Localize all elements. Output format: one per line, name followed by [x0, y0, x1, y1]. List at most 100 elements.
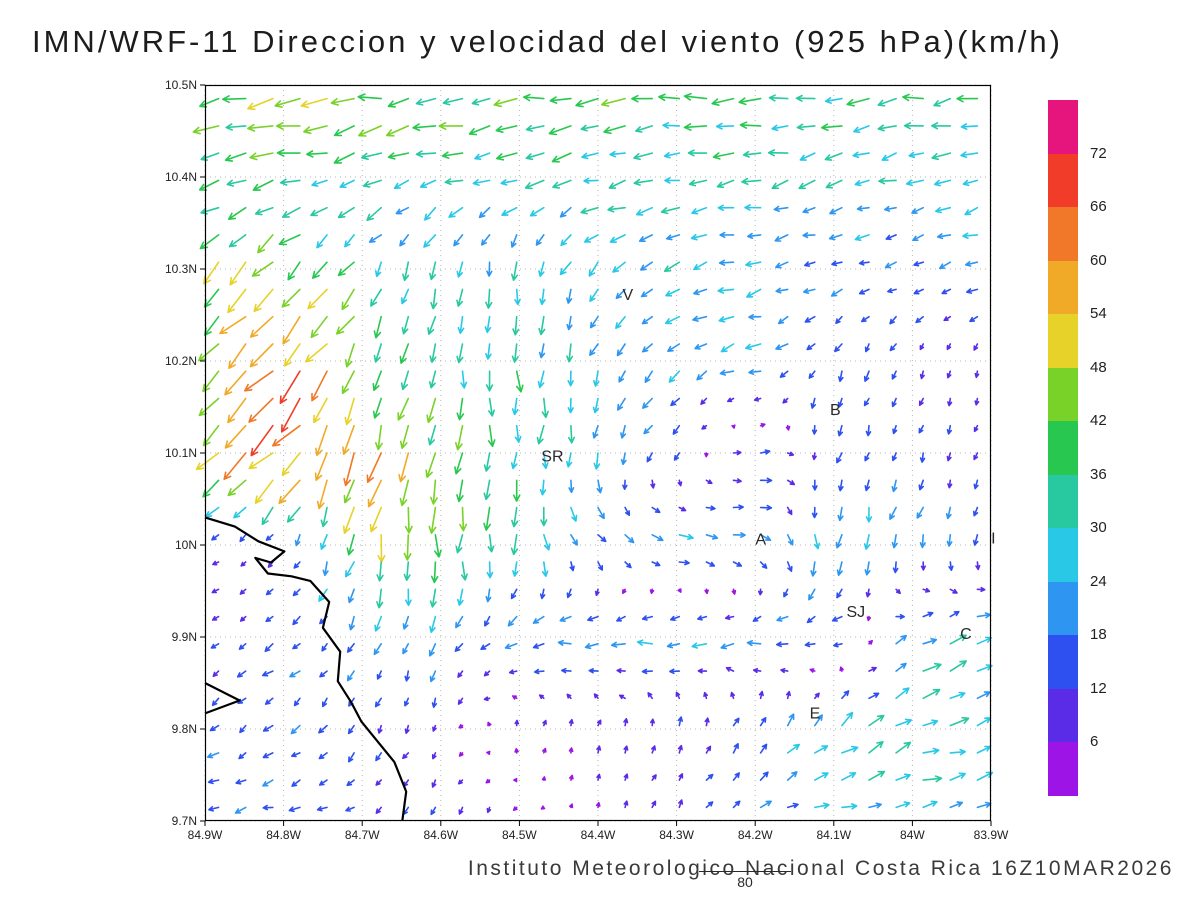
wind-vector-arrow [337, 261, 355, 277]
wind-vector-arrow [705, 479, 713, 485]
wind-vector-arrow [705, 561, 716, 567]
x-axis-tick-label: 83.9W [973, 828, 1009, 842]
wind-vector-arrow [616, 615, 626, 622]
colorbar-cell [1048, 581, 1078, 636]
wind-vector-arrow [891, 397, 897, 408]
wind-vector-arrow [541, 776, 546, 781]
wind-vector-arrow [830, 288, 843, 297]
wind-vector-arrow [589, 315, 599, 329]
wind-vector-arrow [884, 261, 897, 269]
wind-vector-arrow [615, 288, 626, 300]
wind-vector-arrow [935, 206, 952, 214]
wind-vector-arrow [592, 397, 600, 414]
wind-vector-arrow [895, 613, 905, 620]
colorbar-cell [1048, 688, 1078, 743]
wind-vector-arrow [905, 179, 924, 187]
wind-vector-arrow [306, 150, 328, 158]
wind-vector-arrow [209, 724, 220, 732]
wind-vector-arrow [456, 397, 465, 421]
wind-vector-arrow [868, 770, 886, 781]
wind-vector-arrow [290, 724, 301, 735]
wind-vector-arrow [575, 97, 599, 108]
wind-vector-arrow [265, 615, 274, 623]
wind-vector-arrow [976, 612, 992, 619]
wind-vector-arrow [974, 370, 980, 379]
wind-vector-arrow [567, 397, 574, 414]
wind-vector-arrow [457, 697, 464, 705]
wind-vector-arrow [922, 662, 942, 672]
wind-vector-arrow [514, 288, 521, 306]
wind-vector-arrow [976, 801, 992, 809]
wind-vector-arrow [711, 97, 735, 106]
wind-vector-arrow [504, 643, 518, 650]
wind-vector-arrow [776, 615, 789, 622]
wind-vector-arrow [346, 779, 355, 787]
wind-vector-arrow [580, 124, 599, 132]
wind-vector-arrow [796, 123, 816, 131]
wind-vector-arrow [732, 743, 739, 754]
wind-vector-arrow [775, 343, 789, 351]
wind-vector-arrow [739, 121, 762, 129]
wind-vector-arrow [569, 803, 574, 809]
wind-vector-arrow [962, 179, 979, 187]
wind-vector-arrow [337, 206, 355, 219]
chart-title: IMN/WRF-11 Direccion y velocidad del vie… [32, 24, 1063, 59]
wind-vector-arrow [455, 424, 464, 451]
colorbar-label: 66 [1090, 198, 1107, 216]
wind-vector-arrow [376, 670, 382, 680]
wind-vector-arrow [705, 505, 716, 511]
wind-vector-arrow [949, 748, 966, 756]
x-axis-tick-label: 84.6W [423, 828, 459, 842]
wind-vector-arrow [507, 615, 518, 627]
wind-vector-arrow [514, 748, 519, 754]
wind-vector-arrow [430, 806, 437, 816]
wind-vector-arrow [566, 288, 573, 304]
wind-vector-arrow [274, 97, 301, 108]
colorbar-label: 12 [1090, 679, 1107, 697]
wind-vector-arrow [836, 452, 843, 464]
wind-vector-arrow [333, 152, 355, 164]
wind-vector-arrow [825, 179, 843, 189]
wind-vector-arrow [346, 534, 355, 556]
wind-vector-arrow [393, 179, 410, 189]
wind-vector-arrow [282, 206, 301, 218]
wind-vector-arrow [829, 206, 843, 215]
wind-vector-arrow [946, 534, 953, 547]
colorbar-label: 30 [1090, 519, 1107, 537]
wind-vector-arrow [458, 724, 464, 729]
wind-vector-arrow [697, 668, 708, 674]
wind-vector-arrow [712, 152, 735, 160]
wind-vector-arrow [939, 261, 952, 270]
wind-vector-arrow [512, 561, 519, 577]
wind-vector-arrow [759, 561, 768, 569]
wind-vector-arrow [399, 343, 410, 364]
wind-vector-arrow [947, 397, 953, 407]
wind-vector-arrow [249, 343, 274, 368]
wind-vector-arrow [976, 717, 992, 727]
wind-vector-arrow [200, 206, 220, 215]
wind-vector-arrow [282, 315, 301, 345]
wind-vector-arrow [624, 561, 632, 569]
wind-vector-arrow [316, 479, 328, 510]
colorbar-cell [1048, 260, 1078, 315]
wind-vector-arrow [483, 452, 491, 472]
wind-vector-arrow [596, 719, 602, 727]
wind-vector-arrow [775, 287, 789, 294]
wind-vector-arrow [412, 123, 437, 132]
wind-vector-arrow [515, 370, 524, 393]
wind-vector-arrow [496, 152, 518, 161]
wind-vector-arrow [399, 234, 410, 247]
wind-vector-arrow [717, 287, 735, 294]
wind-vector-arrow [224, 152, 247, 162]
colorbar-cell [1048, 635, 1078, 689]
wind-vector-arrow [262, 670, 274, 677]
wind-vector-arrow [786, 479, 796, 486]
wind-vector-arrow [471, 97, 491, 106]
wind-vector-arrow [623, 773, 629, 781]
wind-vector-arrow [786, 561, 793, 572]
wind-vector-arrow [810, 397, 816, 409]
wind-vector-arrow [663, 152, 681, 159]
wind-vector-arrow [427, 424, 437, 446]
wind-vector-arrow [623, 718, 629, 727]
